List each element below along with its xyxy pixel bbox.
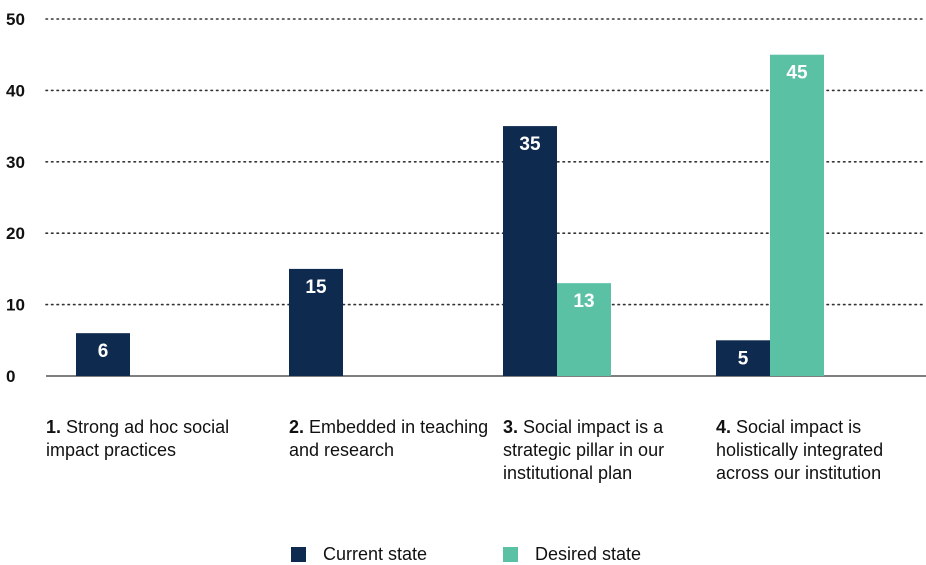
bar-current-3 [503, 126, 557, 376]
legend-label-desired: Desired state [535, 544, 642, 564]
category-label-2: 2. Embedded in teaching and research [289, 417, 489, 460]
category-label-4: 4. Social impact is holistically integra… [716, 417, 884, 483]
bar-chart: 0 10 20 30 40 50 6 15 35 5 13 45 [6, 10, 926, 386]
legend-label-current: Current state [323, 544, 428, 564]
bar-desired-3 [557, 283, 611, 376]
y-tick-label: 40 [6, 81, 25, 100]
bar-value-label: 15 [305, 277, 327, 298]
bar-current-2 [289, 268, 343, 376]
y-tick-label: 0 [6, 367, 15, 386]
y-tick-label: 10 [6, 296, 25, 315]
bar-value-label: 6 [98, 341, 109, 362]
legend-item-current: Current state [291, 544, 427, 565]
bar-value-label: 35 [519, 134, 541, 155]
bar-value-label: 13 [573, 291, 594, 312]
y-tick-label: 20 [6, 224, 25, 243]
bar-desired-4 [770, 54, 824, 376]
bar-current-1 [76, 333, 130, 376]
bar-value-label: 5 [738, 348, 749, 369]
y-tick-label: 30 [6, 153, 25, 172]
bar-current-4 [716, 340, 770, 376]
y-tick-label: 50 [6, 10, 25, 29]
category-label-3: 3. Social impact is a strategic pillar i… [503, 417, 665, 483]
legend-swatch-current [291, 547, 306, 562]
bar-value-label: 45 [786, 63, 808, 84]
category-label-1: 1. Strong ad hoc social impact practices [46, 417, 230, 460]
legend-swatch-desired [503, 547, 518, 562]
legend-item-desired: Desired state [503, 544, 641, 565]
